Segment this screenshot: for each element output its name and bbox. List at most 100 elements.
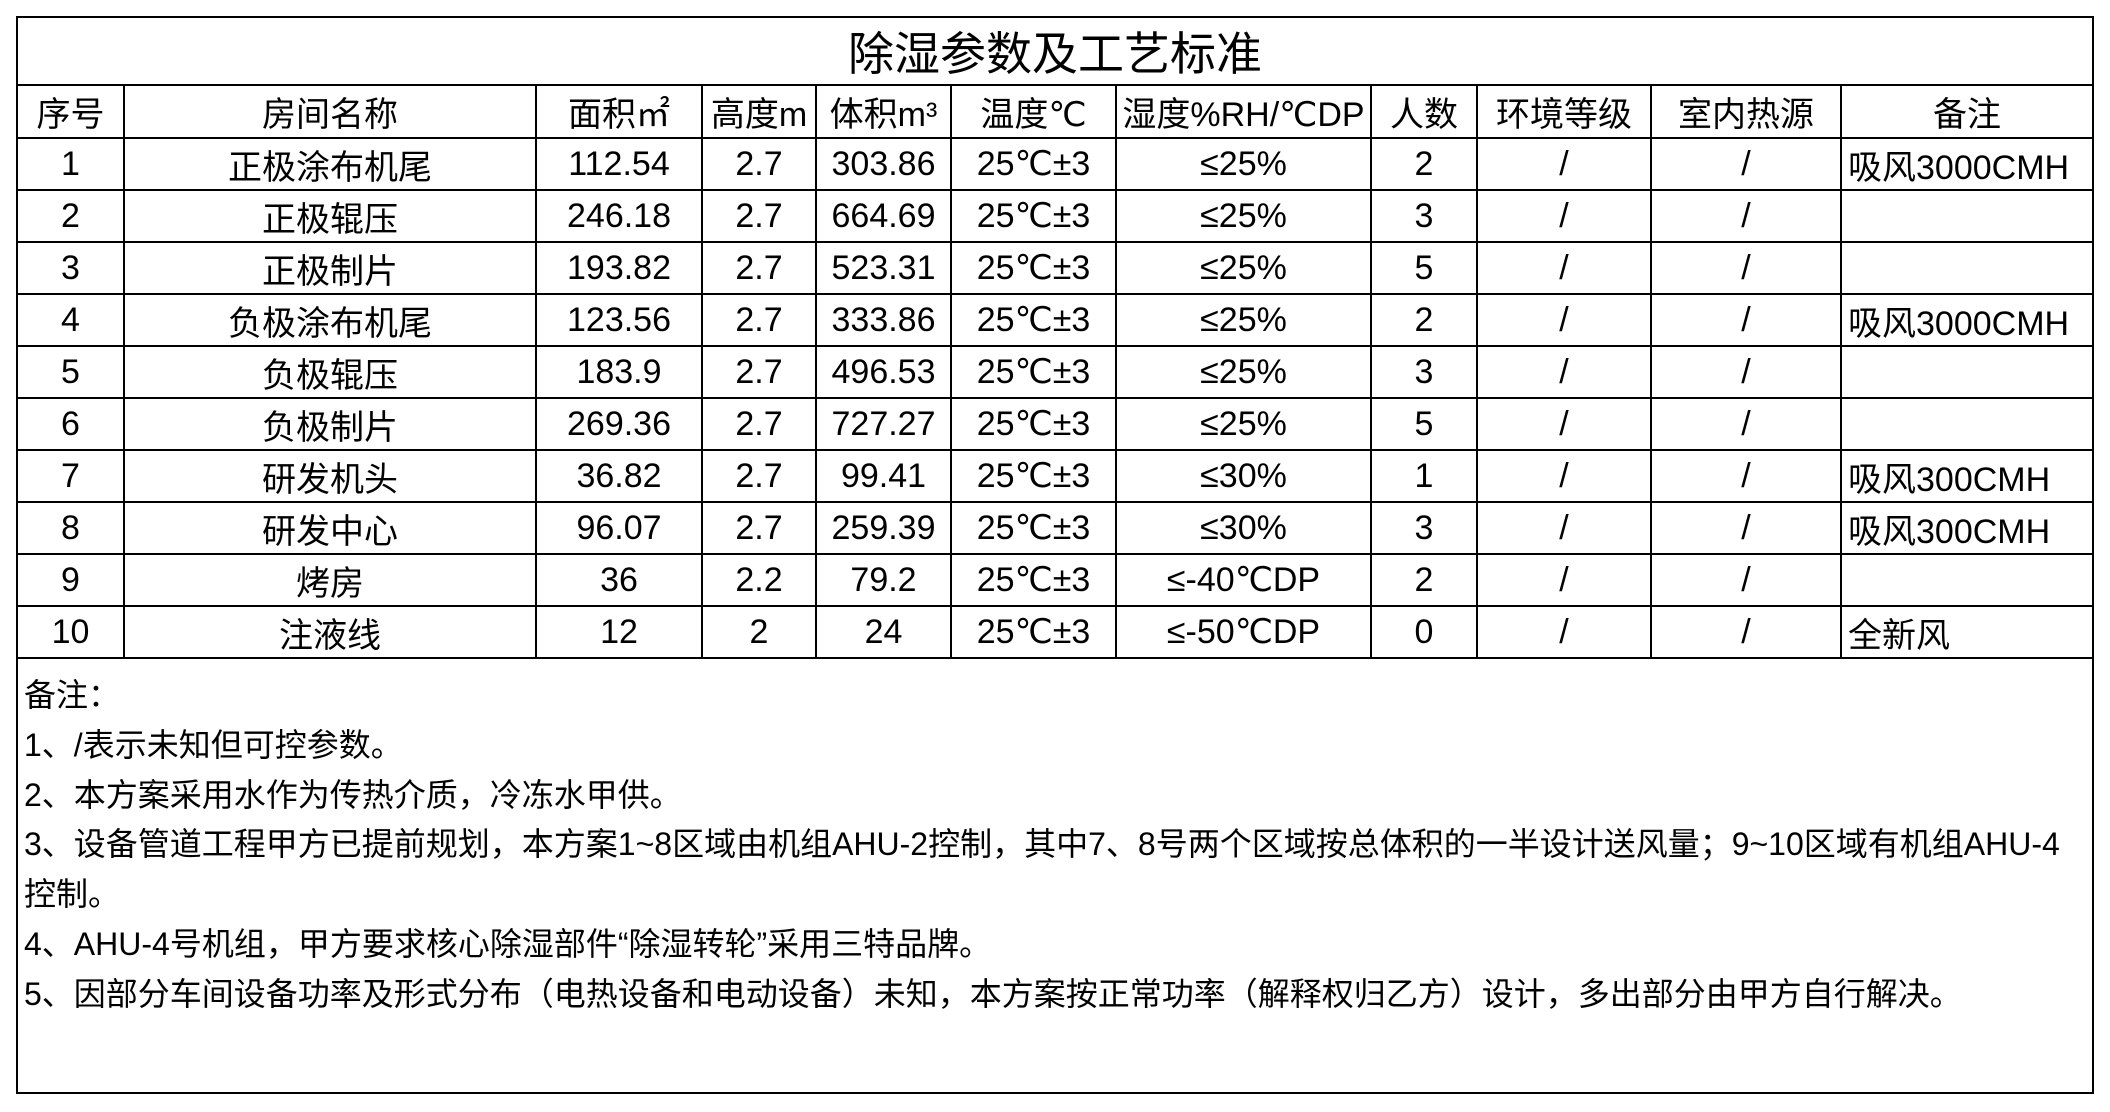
table-cell: 1 — [18, 137, 125, 191]
table-cell: / — [1476, 241, 1652, 295]
table-cell: / — [1476, 189, 1652, 243]
column-header: 室内热源 — [1650, 84, 1842, 139]
table-cell: 吸风300CMH — [1840, 501, 2092, 555]
table-cell: 2.7 — [701, 449, 817, 503]
table-cell: / — [1650, 397, 1842, 451]
table-cell: / — [1650, 293, 1842, 347]
table-cell: 烤房 — [123, 553, 537, 607]
table-cell: / — [1476, 397, 1652, 451]
table-cell: 3 — [1370, 189, 1478, 243]
table-cell: 12 — [535, 605, 703, 659]
table-cell: / — [1650, 449, 1842, 503]
table-cell: ≤30% — [1115, 449, 1372, 503]
table-cell — [1840, 553, 2092, 607]
table-row: 4 负极涂布机尾 123.56 2.7 333.86 25℃±3 ≤25% 2// 吸风3000… — [18, 293, 2092, 347]
table-cell: 吸风3000CMH — [1840, 137, 2092, 191]
table-cell: / — [1476, 501, 1652, 555]
table-cell — [1840, 397, 2092, 451]
header-row: 序号 房间名称 面积㎡ 高度m 体积m³ 温度℃ 湿度%RH/℃DP 人数 环境等级 室内热源 备注 — [18, 84, 2092, 139]
table-cell: 2.7 — [701, 293, 817, 347]
table-row: 7 研发机头 36.82 2.7 99.41 25℃±3 ≤30% 1// 吸风300CMH — [18, 449, 2092, 503]
table-cell: 25℃±3 — [950, 189, 1117, 243]
table-cell: 2 — [1370, 293, 1478, 347]
table-cell: 4 — [18, 293, 125, 347]
table-title: 除湿参数及工艺标准 — [18, 18, 2092, 86]
table-cell: 25℃±3 — [950, 397, 1117, 451]
column-header: 环境等级 — [1476, 84, 1652, 139]
table-cell: 99.41 — [815, 449, 952, 503]
table-cell: 研发中心 — [123, 501, 537, 555]
table-cell: 负极涂布机尾 — [123, 293, 537, 347]
table-cell: 2 — [18, 189, 125, 243]
table-cell: 193.82 — [535, 241, 703, 295]
table-cell — [1840, 189, 2092, 243]
table-cell: 5 — [18, 345, 125, 399]
table-cell: 25℃±3 — [950, 137, 1117, 191]
notes-section: 备注： 1、/表示未知但可控参数。 2、本方案采用水作为传热介质，冷冻水甲供。 … — [18, 659, 2092, 1020]
table-cell: 112.54 — [535, 137, 703, 191]
table-cell: 25℃±3 — [950, 449, 1117, 503]
table-row: 9 烤房 36 2.2 79.2 25℃±3 ≤-40℃DP 2// — [18, 553, 2092, 607]
table-cell: 25℃±3 — [950, 293, 1117, 347]
table-cell: 研发机头 — [123, 449, 537, 503]
table-row: 10 注液线 12 2 24 25℃±3 ≤-50℃DP 0// 全新风 — [18, 605, 2092, 659]
table-cell: 吸风3000CMH — [1840, 293, 2092, 347]
table-cell: ≤25% — [1115, 241, 1372, 295]
table-cell: 2 — [1370, 137, 1478, 191]
table-cell: 25℃±3 — [950, 605, 1117, 659]
table-cell: 25℃±3 — [950, 553, 1117, 607]
table-cell: 523.31 — [815, 241, 952, 295]
table-cell: 183.9 — [535, 345, 703, 399]
table-cell: 9 — [18, 553, 125, 607]
table-cell: 5 — [1370, 241, 1478, 295]
table-cell: / — [1650, 553, 1842, 607]
table-cell: 2 — [1370, 553, 1478, 607]
table-cell: 10 — [18, 605, 125, 659]
table-cell: 正极辊压 — [123, 189, 537, 243]
table-cell: / — [1476, 137, 1652, 191]
table-cell: / — [1476, 449, 1652, 503]
table-cell: 259.39 — [815, 501, 952, 555]
table-cell: 25℃±3 — [950, 345, 1117, 399]
table-cell: 正极涂布机尾 — [123, 137, 537, 191]
table-cell: 96.07 — [535, 501, 703, 555]
table-cell: / — [1650, 189, 1842, 243]
table-cell: 2.7 — [701, 189, 817, 243]
note-item: 3、设备管道工程甲方已提前规划，本方案1~8区域由机组AHU-2控制，其中7、8… — [24, 826, 2060, 913]
table-cell: 2.7 — [701, 137, 817, 191]
table-cell: 333.86 — [815, 293, 952, 347]
table-cell: / — [1650, 501, 1842, 555]
table-cell: 6 — [18, 397, 125, 451]
table-cell: 303.86 — [815, 137, 952, 191]
note-item: 1、/表示未知但可控参数。 — [24, 726, 403, 763]
table-cell: 36.82 — [535, 449, 703, 503]
table-cell: 269.36 — [535, 397, 703, 451]
table-cell: 1 — [1370, 449, 1478, 503]
table-cell: ≤25% — [1115, 189, 1372, 243]
table-cell: 24 — [815, 605, 952, 659]
table-cell: / — [1650, 241, 1842, 295]
table-cell: ≤25% — [1115, 397, 1372, 451]
table-cell: 2.7 — [701, 501, 817, 555]
table-cell: ≤30% — [1115, 501, 1372, 555]
table-cell: 8 — [18, 501, 125, 555]
table-cell: ≤-40℃DP — [1115, 553, 1372, 607]
table-cell: 2.7 — [701, 241, 817, 295]
column-header: 序号 — [18, 84, 125, 139]
column-header: 面积㎡ — [535, 84, 703, 139]
note-item: 2、本方案采用水作为传热介质，冷冻水甲供。 — [24, 776, 682, 813]
table-row: 5 负极辊压 183.9 2.7 496.53 25℃±3 ≤25% 3// — [18, 345, 2092, 399]
table-cell: 3 — [1370, 345, 1478, 399]
table-cell: 2.7 — [701, 345, 817, 399]
table-cell: 全新风 — [1840, 605, 2092, 659]
table-cell — [1840, 241, 2092, 295]
table-cell: / — [1650, 345, 1842, 399]
table-cell — [1840, 345, 2092, 399]
table-cell: 3 — [1370, 501, 1478, 555]
table-cell: 0 — [1370, 605, 1478, 659]
table-cell: / — [1476, 553, 1652, 607]
table-cell: 2.7 — [701, 397, 817, 451]
note-item: 5、因部分车间设备功率及形式分布（电热设备和电动设备）未知，本方案按正常功率（解… — [24, 975, 1962, 1012]
column-header: 高度m — [701, 84, 817, 139]
table-cell: 3 — [18, 241, 125, 295]
